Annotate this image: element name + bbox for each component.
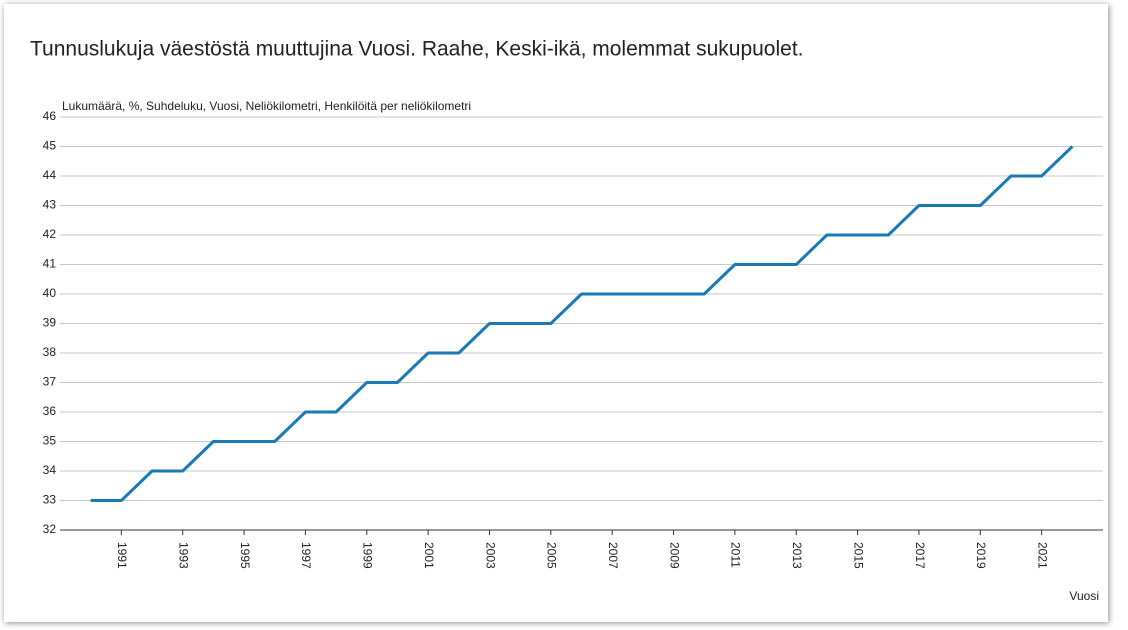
x-tick-label: 2005 [545,542,559,569]
x-tick-label: 2015 [851,542,865,569]
chart-title: Tunnuslukuja väestöstä muuttujina Vuosi.… [30,38,804,61]
x-tick-label: 2011 [729,542,743,568]
chart-panel [4,4,1108,622]
x-tick-label: 1991 [115,542,129,569]
x-tick-label: 2003 [483,542,497,569]
y-tick-label: 35 [43,434,57,448]
x-tick-label: 2021 [1035,542,1049,569]
y-tick-label: 41 [43,257,57,271]
y-tick-label: 32 [43,522,57,536]
y-tick-label: 39 [43,316,57,330]
x-tick-label: 2009 [667,542,681,569]
y-tick-label: 37 [43,375,57,389]
x-tick-label: 2013 [790,542,804,569]
y-tick-label: 44 [43,168,57,182]
y-tick-label: 38 [43,345,57,359]
x-axis-label: Vuosi [1069,589,1099,603]
x-tick-label: 1995 [238,542,252,569]
y-tick-label: 40 [43,286,57,300]
x-tick-label: 2001 [422,542,436,569]
y-tick-label: 34 [43,463,57,477]
x-tick-label: 2017 [913,542,927,569]
y-tick-label: 33 [43,493,57,507]
x-tick-label: 2019 [974,542,988,569]
y-axis-label: Lukumäärä, %, Suhdeluku, Vuosi, Neliökil… [62,99,471,113]
data-line [90,145,1074,502]
x-tick-label: 1999 [361,542,375,569]
y-tick-label: 43 [43,198,57,212]
y-tick-label: 46 [43,109,57,123]
y-tick-label: 45 [43,139,57,153]
y-tick-label: 42 [43,227,57,241]
x-tick-label: 1997 [299,542,313,569]
x-tick-label: 2007 [606,542,620,569]
x-tick-label: 1993 [177,542,191,569]
y-tick-label: 36 [43,404,57,418]
